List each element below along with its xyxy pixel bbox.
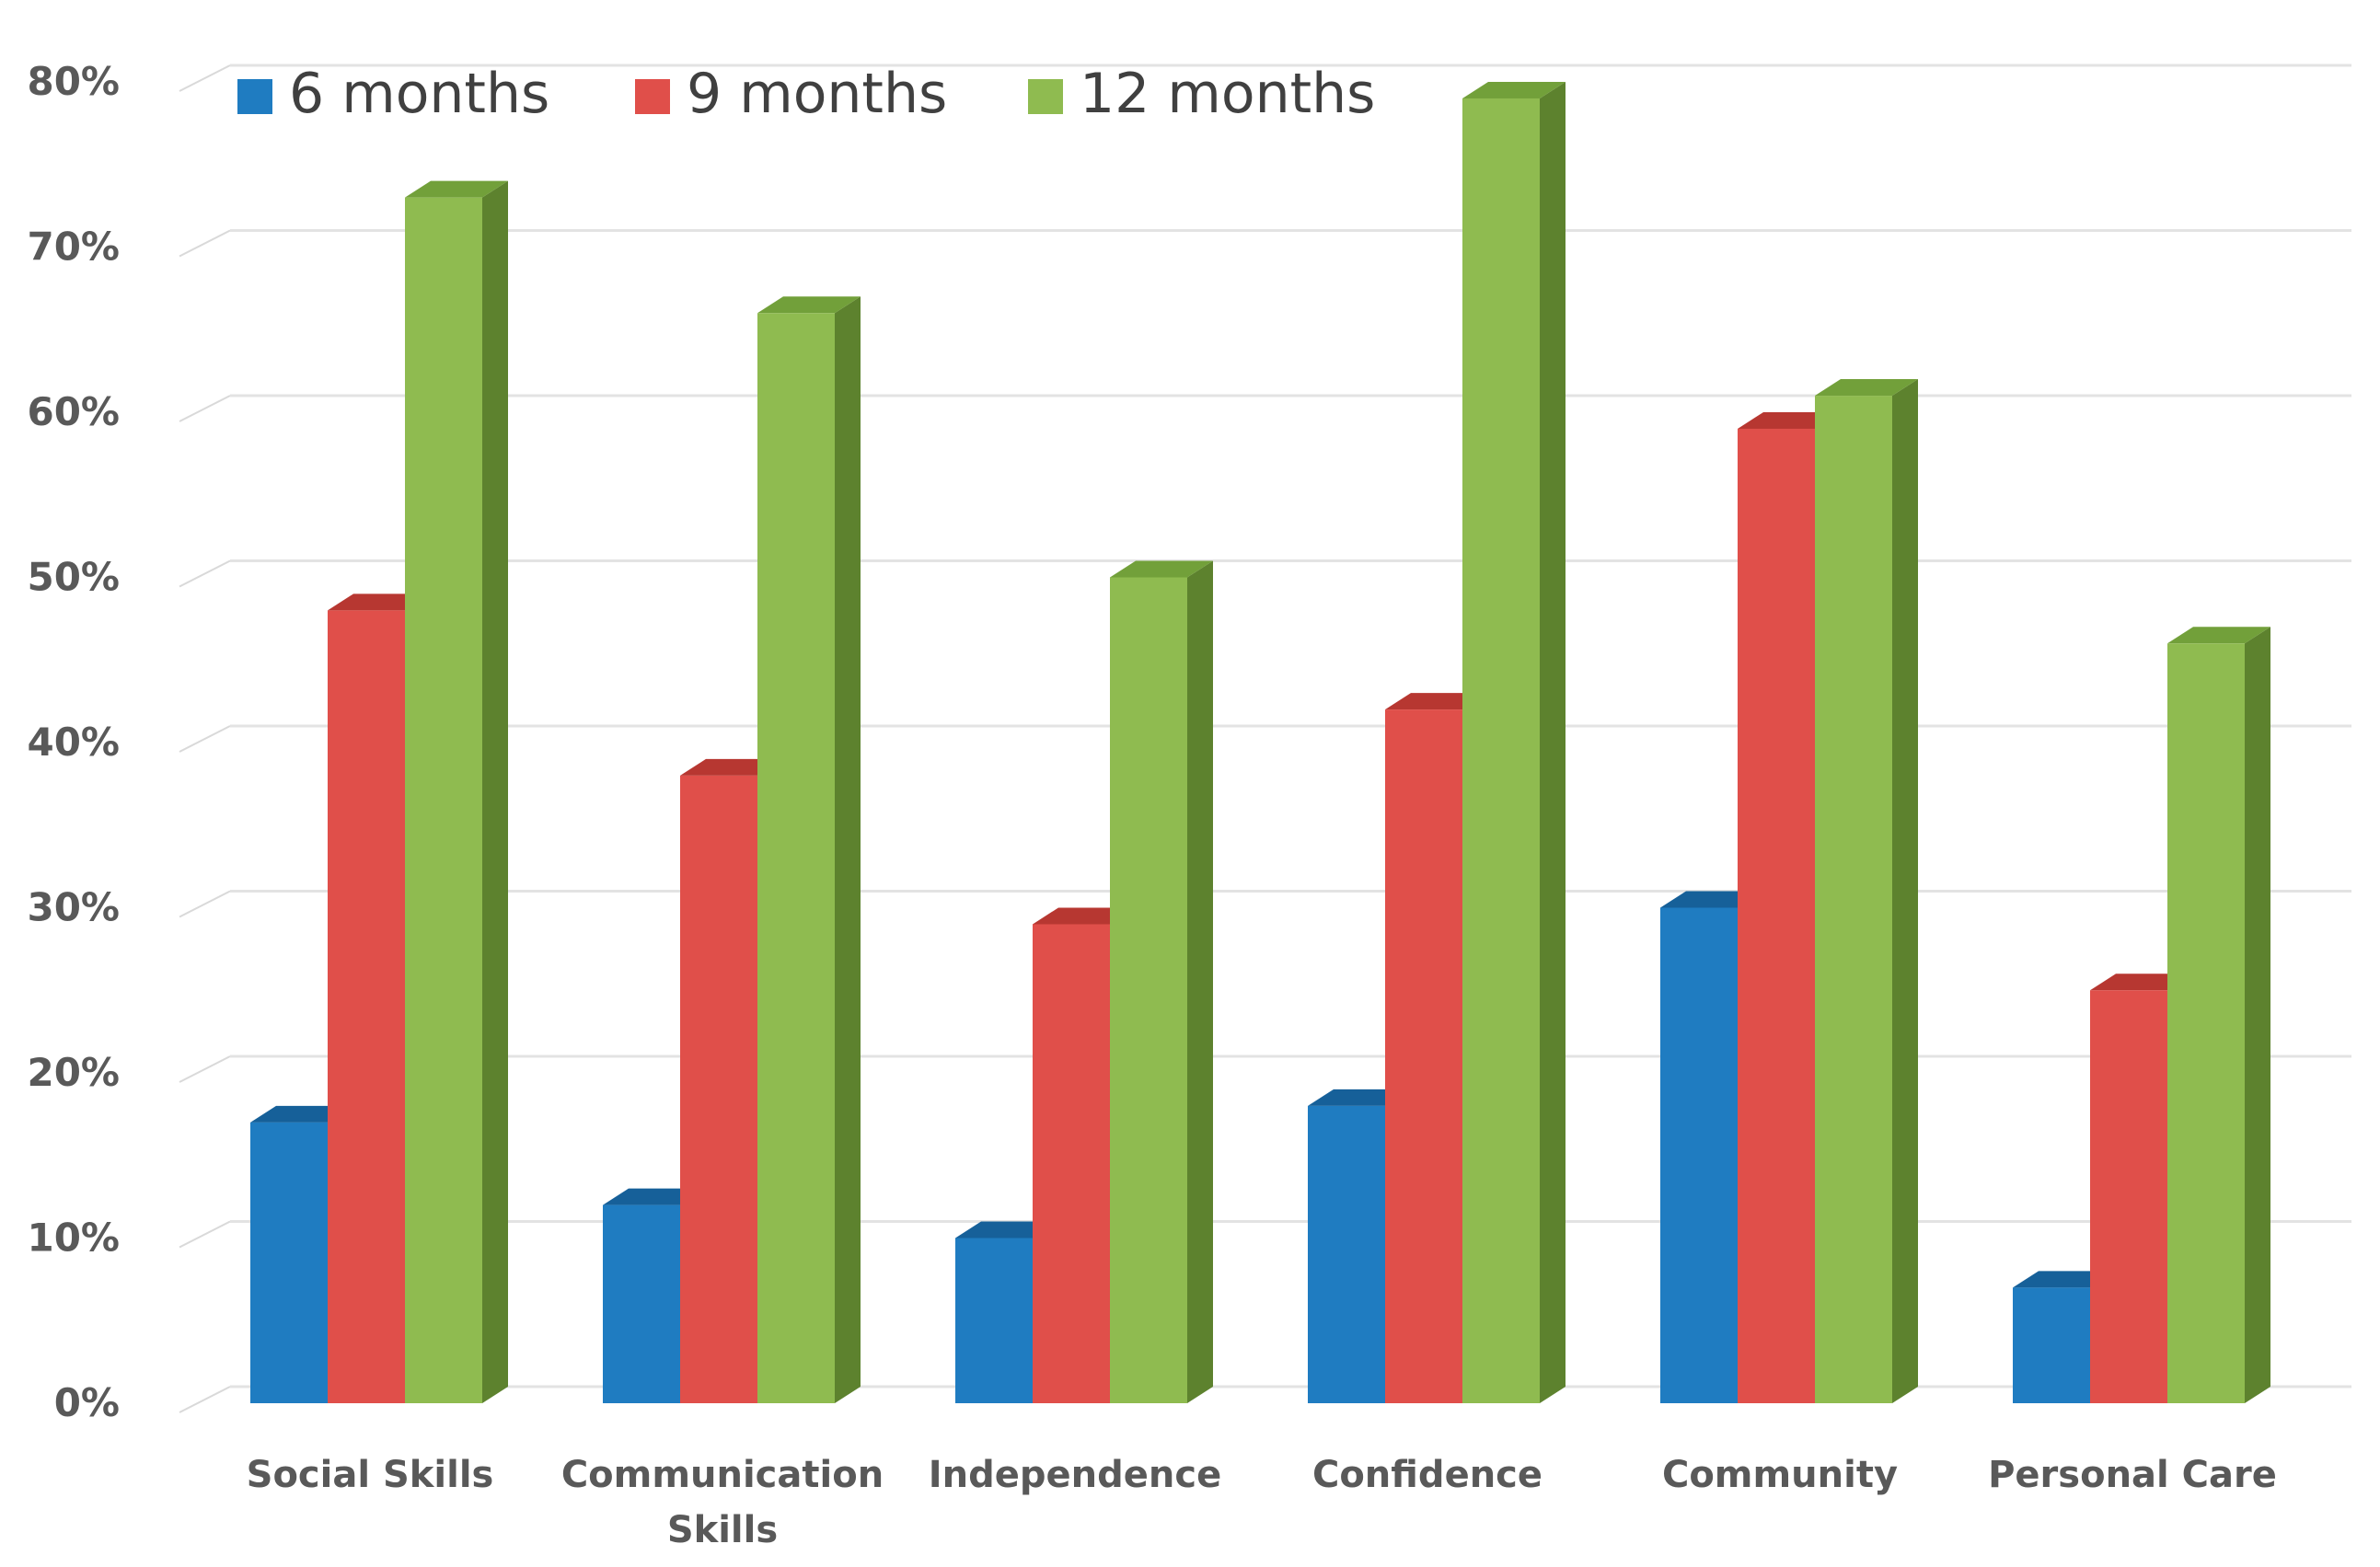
y-tick-label: 40% bbox=[27, 720, 120, 765]
x-tick-label: Community bbox=[1662, 1454, 1898, 1496]
bar-side bbox=[1892, 379, 1918, 1403]
gridline-depth-20 bbox=[179, 1055, 231, 1083]
bar-top bbox=[405, 180, 508, 198]
bar-top bbox=[1110, 560, 1213, 578]
bar-12-months-0 bbox=[405, 180, 508, 1403]
bar-top bbox=[2167, 627, 2270, 644]
bar-side bbox=[2245, 627, 2270, 1403]
gridline-depth-70 bbox=[179, 229, 231, 258]
bar-side bbox=[835, 296, 861, 1403]
bar-front bbox=[2090, 990, 2167, 1403]
gridlines bbox=[179, 63, 2351, 1413]
bar-top bbox=[1815, 379, 1918, 397]
legend-label: 9 months bbox=[687, 62, 947, 126]
y-tick-label: 0% bbox=[54, 1380, 120, 1425]
bar-side bbox=[482, 180, 508, 1403]
bar-front bbox=[680, 775, 757, 1403]
y-tick-label: 20% bbox=[27, 1050, 120, 1095]
bar-front bbox=[1033, 924, 1110, 1403]
x-tick-label-line: Community bbox=[1662, 1454, 1898, 1496]
bar-front bbox=[1738, 428, 1815, 1404]
x-tick-label-line: Communication bbox=[561, 1454, 884, 1496]
legend-item-6-months: 6 months bbox=[237, 62, 549, 126]
x-tick-label: Social Skills bbox=[247, 1454, 494, 1496]
bar-front bbox=[2167, 643, 2245, 1403]
bar-front bbox=[955, 1238, 1033, 1403]
x-tick-label-line: Confidence bbox=[1312, 1454, 1542, 1496]
bar-12-months-4 bbox=[1815, 379, 1918, 1403]
bars bbox=[250, 81, 2270, 1404]
bar-12-months-2 bbox=[1110, 560, 1213, 1403]
y-tick-label: 50% bbox=[27, 555, 120, 600]
y-tick-label: 10% bbox=[27, 1216, 120, 1261]
bar-front bbox=[405, 197, 482, 1403]
x-tick-label-line: Independence bbox=[929, 1454, 1221, 1496]
bar-side bbox=[1187, 560, 1213, 1403]
y-tick-label: 80% bbox=[27, 59, 120, 104]
bar-front bbox=[1815, 396, 1892, 1403]
y-tick-label: 60% bbox=[27, 389, 120, 434]
bar-front bbox=[1660, 907, 1738, 1403]
x-tick-label: Personal Care bbox=[1988, 1454, 2277, 1496]
gridline-depth-30 bbox=[179, 890, 231, 918]
legend-swatch bbox=[1028, 79, 1063, 114]
y-tick-label: 30% bbox=[27, 885, 120, 930]
bar-front bbox=[1110, 577, 1187, 1403]
legend: 6 months 9 months 12 months bbox=[237, 62, 1375, 126]
bar-front bbox=[250, 1122, 328, 1403]
gridline-depth-0 bbox=[179, 1386, 231, 1413]
legend-swatch bbox=[237, 79, 272, 114]
legend-item-12-months: 12 months bbox=[1028, 62, 1375, 126]
bar-front bbox=[757, 313, 835, 1403]
gridline-depth-60 bbox=[179, 395, 231, 422]
gridline-depth-40 bbox=[179, 725, 231, 753]
bar-top bbox=[1462, 81, 1565, 98]
bar-front bbox=[1308, 1105, 1385, 1403]
bar-front bbox=[2013, 1287, 2090, 1403]
gridline-depth-10 bbox=[179, 1220, 231, 1249]
bar-12-months-3 bbox=[1462, 81, 1565, 1404]
y-axis-ticks: 0% 10% 20% 30% 40% 50% 60% 70% 80% bbox=[27, 59, 120, 1425]
x-axis-ticks: Social Skills Communication Skills Independ… bbox=[247, 1454, 2277, 1551]
bar-12-months-5 bbox=[2167, 627, 2270, 1403]
x-tick-label: Independence bbox=[929, 1454, 1221, 1496]
bar-front bbox=[1385, 709, 1462, 1403]
x-tick-label-line: Skills bbox=[667, 1509, 778, 1551]
legend-swatch bbox=[635, 79, 670, 114]
x-tick-label-line: Personal Care bbox=[1988, 1454, 2277, 1496]
bar-front bbox=[603, 1204, 680, 1403]
y-tick-label: 70% bbox=[27, 225, 120, 270]
legend-item-9-months: 9 months bbox=[635, 62, 947, 126]
gridline-depth-50 bbox=[179, 559, 231, 588]
gridline-depth-80 bbox=[179, 64, 231, 92]
bar-12-months-1 bbox=[757, 296, 861, 1403]
bar-top bbox=[757, 296, 861, 314]
bar-front bbox=[328, 610, 405, 1403]
x-tick-label: Confidence bbox=[1312, 1454, 1542, 1496]
x-tick-label: Communication Skills bbox=[561, 1454, 884, 1551]
legend-label: 6 months bbox=[289, 62, 549, 126]
bar-side bbox=[1540, 81, 1565, 1404]
legend-label: 12 months bbox=[1080, 62, 1375, 126]
x-tick-label-line: Social Skills bbox=[247, 1454, 494, 1496]
bar-front bbox=[1462, 98, 1540, 1404]
